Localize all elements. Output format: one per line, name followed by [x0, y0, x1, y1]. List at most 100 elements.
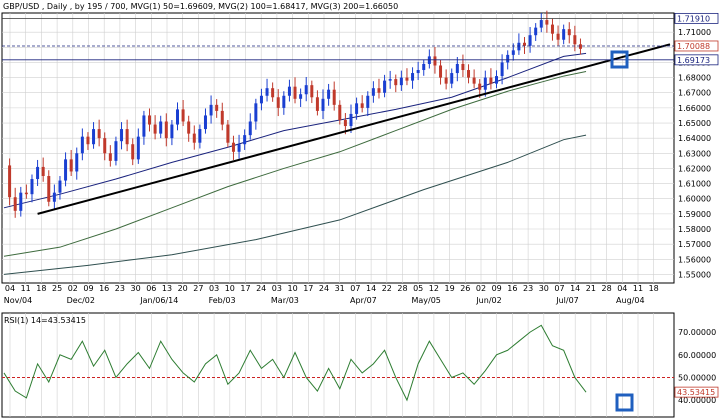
x-day-label: 17	[303, 284, 313, 293]
x-day-label: 10	[288, 284, 298, 293]
candle-body	[52, 192, 56, 202]
rsi-label: RSI(1) 14=43.53415	[4, 316, 86, 325]
candle-body	[287, 86, 291, 96]
rsi-tag-box	[674, 386, 719, 398]
ma50-line	[3, 52, 587, 209]
x-month-label: Nov/04	[4, 296, 33, 305]
x-month-label: Jul/07	[555, 296, 579, 305]
candle-body	[293, 86, 297, 99]
candle-body	[310, 85, 314, 98]
candle-body	[203, 115, 207, 130]
candle-body	[237, 144, 241, 152]
x-day-label: 17	[240, 284, 250, 293]
x-day-label: 10	[225, 284, 235, 293]
candle-body	[226, 124, 230, 143]
candle-body	[517, 42, 521, 51]
candle-body	[159, 121, 163, 134]
price-tag-high-box	[674, 12, 719, 24]
candle-body	[259, 95, 263, 104]
ma200-line	[3, 134, 587, 275]
x-day-label: 09	[492, 284, 502, 293]
x-day-label: 03	[272, 284, 282, 293]
annotation-box-price	[610, 50, 629, 69]
price-tag-high: 1.71910	[677, 14, 710, 23]
candle-body	[304, 85, 308, 95]
candle-body	[41, 166, 45, 177]
candle-body	[371, 88, 375, 96]
candle-body	[355, 103, 359, 114]
candle-body	[377, 88, 381, 93]
candle-body	[142, 115, 146, 137]
candle-body	[327, 89, 331, 99]
candle-body	[455, 63, 459, 74]
candle-body	[394, 79, 398, 86]
x-day-label: 07	[350, 284, 360, 293]
candle-body	[276, 97, 280, 108]
x-day-label: 14	[366, 284, 376, 293]
candle-body	[97, 129, 101, 139]
candle-body	[108, 153, 112, 161]
candle-body	[243, 135, 247, 145]
x-day-label: 07	[554, 284, 564, 293]
x-day-label: 11	[21, 284, 31, 293]
x-month-label: Jun/02	[475, 296, 501, 305]
x-day-label: 21	[586, 284, 596, 293]
y-tick-label: 1.67000	[678, 89, 711, 98]
candle-body	[80, 136, 84, 154]
candle-body	[215, 104, 219, 111]
candle-body	[120, 129, 124, 142]
x-day-label: 30	[539, 284, 549, 293]
rsi-y-tick-label: 40.00000	[678, 396, 716, 405]
candle-body	[271, 88, 275, 98]
y-tick-label: 1.65000	[678, 119, 711, 128]
candle-body	[528, 35, 532, 46]
x-day-label: 09	[83, 284, 93, 293]
price-tag-current: 1.70088	[677, 42, 710, 51]
y-tick-label: 1.59000	[678, 210, 711, 219]
x-month-label: Aug/04	[616, 296, 645, 305]
candle-body	[181, 109, 185, 122]
candle-body	[478, 83, 482, 90]
candle-body	[24, 192, 28, 195]
x-day-label: 25	[52, 284, 62, 293]
candle-body	[522, 42, 526, 46]
candle-body	[511, 50, 515, 55]
x-day-label: 18	[36, 284, 46, 293]
x-day-label: 03	[209, 284, 219, 293]
candle-body	[562, 29, 566, 40]
candle-body	[545, 20, 549, 25]
candle-body	[422, 63, 426, 71]
candle-body	[248, 121, 252, 136]
candle-body	[187, 121, 191, 134]
candle-body	[405, 77, 409, 81]
candle-body	[539, 20, 543, 28]
candle-body	[343, 119, 347, 127]
candle-body	[209, 104, 213, 116]
x-day-label: 18	[649, 284, 659, 293]
candle-body	[153, 124, 157, 134]
candle-body	[550, 24, 554, 34]
candle-body	[315, 97, 319, 111]
candle-body	[444, 77, 448, 84]
y-tick-label: 1.56000	[678, 255, 711, 264]
x-day-label: 02	[68, 284, 78, 293]
candle-body	[489, 77, 493, 84]
candle-body	[47, 176, 51, 202]
x-month-label: May/05	[411, 296, 440, 305]
candle-body	[164, 121, 168, 139]
candle-body	[388, 79, 392, 81]
candle-body	[170, 124, 174, 139]
y-tick-label: 1.66000	[678, 104, 711, 113]
x-day-label: 22	[382, 284, 392, 293]
y-tick-label: 1.71000	[678, 28, 711, 37]
candle-body	[254, 103, 258, 122]
y-tick-label: 1.58000	[678, 225, 711, 234]
candle-body	[338, 104, 342, 120]
rsi-panel	[1, 312, 675, 418]
chart-header: GBP/USD , Daily , by 195 / 700, MVG(1) 5…	[3, 2, 398, 11]
candle-body	[332, 89, 336, 105]
candle-body	[86, 136, 90, 145]
candle-body	[534, 27, 538, 36]
candle-body	[64, 159, 68, 181]
